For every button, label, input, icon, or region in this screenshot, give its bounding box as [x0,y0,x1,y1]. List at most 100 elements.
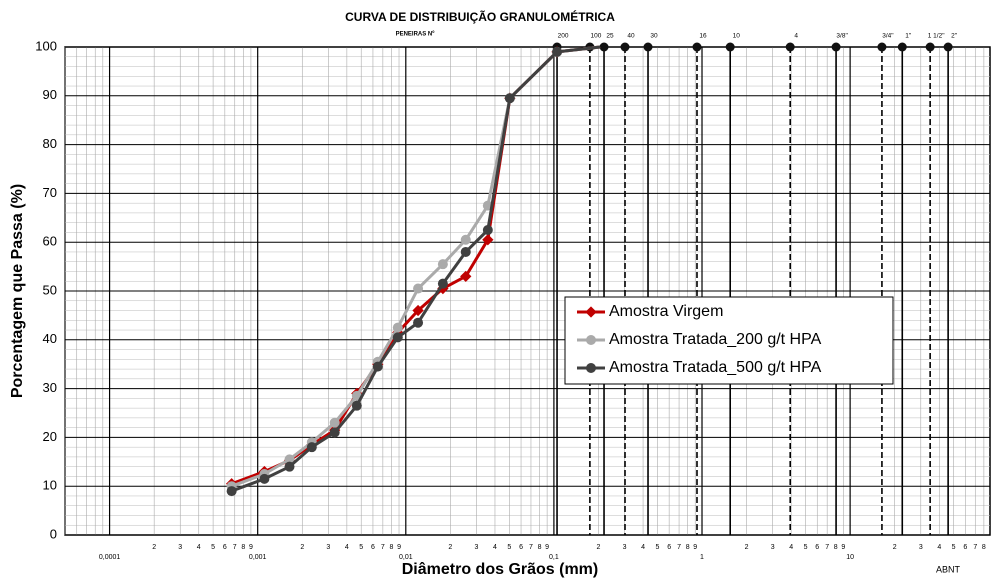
minor-tick-label: 8 [982,544,986,551]
point-marker [437,278,448,289]
legend-marker [586,363,596,373]
minor-tick-label: 5 [507,544,511,551]
point-marker [460,246,471,257]
minor-tick-label: 3 [326,544,330,551]
minor-tick-label: 7 [825,544,829,551]
minor-tick-label: 4 [789,544,793,551]
sieve-marker [897,42,907,52]
y-tick-label: 10 [43,478,57,493]
minor-tick-label: 5 [211,544,215,551]
legend-marker [586,335,596,345]
y-tick-label: 40 [43,331,57,346]
x-tick-label: 0,001 [249,554,267,561]
point-marker [392,332,403,343]
y-axis-label: Porcentagem que Passa (%) [9,184,26,398]
legend-label: Amostra Virgem [609,303,723,320]
minor-tick-label: 9 [693,544,697,551]
minor-tick-label: 5 [655,544,659,551]
legend-label: Amostra Tratada_500 g/t HPA [609,359,822,376]
legend-marker [585,306,597,318]
sieve-label: 40 [627,33,635,40]
sieve-marker [785,42,795,52]
sieve-label: 1 1/2" [928,33,945,40]
point-marker [306,442,317,453]
point-marker [259,473,270,484]
minor-tick-label: 2 [597,544,601,551]
minor-tick-label: 5 [359,544,363,551]
y-tick-label: 80 [43,136,57,151]
minor-tick-label: 3 [178,544,182,551]
sieve-label: 25 [606,33,614,40]
x-tick-label: 0,01 [399,554,413,561]
sieve-label: 3/4" [882,33,894,40]
minor-tick-label: 2 [300,544,304,551]
minor-tick-label: 3 [475,544,479,551]
point-marker [437,259,448,270]
minor-tick-label: 6 [815,544,819,551]
point-marker [284,454,295,465]
chart-title: CURVA DE DISTRIBUIÇÃO GRANULOMÉTRICA [345,9,615,24]
standard-label: ABNT [936,564,961,574]
y-tick-label: 20 [43,429,57,444]
point-marker [412,304,424,317]
x-tick-label: 0,0001 [99,554,121,561]
point-marker [482,225,493,235]
x-tick-label: 1 [700,554,704,561]
point-marker [504,93,515,104]
minor-tick-label: 3 [771,544,775,551]
minor-tick-label: 6 [519,544,523,551]
minor-tick-label: 8 [241,544,245,551]
point-marker [284,461,295,472]
y-tick-label: 70 [43,185,57,200]
point-marker [552,46,563,57]
sieve-marker [925,42,935,52]
minor-tick-label: 4 [493,544,497,551]
y-tick-label: 50 [43,282,57,297]
minor-tick-label: 4 [197,544,201,551]
sieve-label: 10 [733,33,741,40]
minor-tick-label: 5 [804,544,808,551]
point-marker [413,283,424,294]
sieve-marker [620,42,630,52]
sieve-marker [643,42,653,52]
sieve-label: 100 [590,33,601,40]
minor-tick-label: 7 [233,544,237,551]
sieve-label: 16 [699,33,707,40]
y-tick-label: 0 [50,526,57,541]
sieve-marker [599,42,609,52]
minor-tick-label: 7 [529,544,533,551]
point-marker [392,322,403,333]
minor-tick-label: 8 [538,544,542,551]
sieve-label: 200 [558,33,569,40]
x-tick-label: 10 [846,554,854,561]
minor-tick-label: 2 [448,544,452,551]
sieve-label: 1" [905,33,912,40]
sieve-label: 4 [794,33,798,40]
minor-tick-label: 5 [952,544,956,551]
x-axis-label: Diâmetro dos Grãos (mm) [402,561,598,578]
minor-tick-label: 4 [937,544,941,551]
minor-tick-label: 6 [223,544,227,551]
minor-tick-label: 6 [667,544,671,551]
sieve-marker [943,42,953,52]
minor-tick-label: 6 [963,544,967,551]
minor-tick-label: 3 [623,544,627,551]
minor-tick-label: 8 [834,544,838,551]
minor-tick-label: 8 [686,544,690,551]
minor-tick-label: 7 [973,544,977,551]
point-marker [482,234,494,246]
minor-tick-label: 4 [345,544,349,551]
minor-tick-label: 2 [152,544,156,551]
sieve-marker [725,42,735,52]
point-marker [413,317,424,328]
point-marker [460,234,471,245]
minor-tick-label: 9 [545,544,549,551]
sieve-title: PENEIRAS Nº [396,32,436,38]
minor-tick-label: 8 [389,544,393,551]
point-marker [329,417,340,428]
point-marker [372,361,383,372]
y-tick-label: 30 [43,380,57,395]
minor-tick-label: 7 [381,544,385,551]
